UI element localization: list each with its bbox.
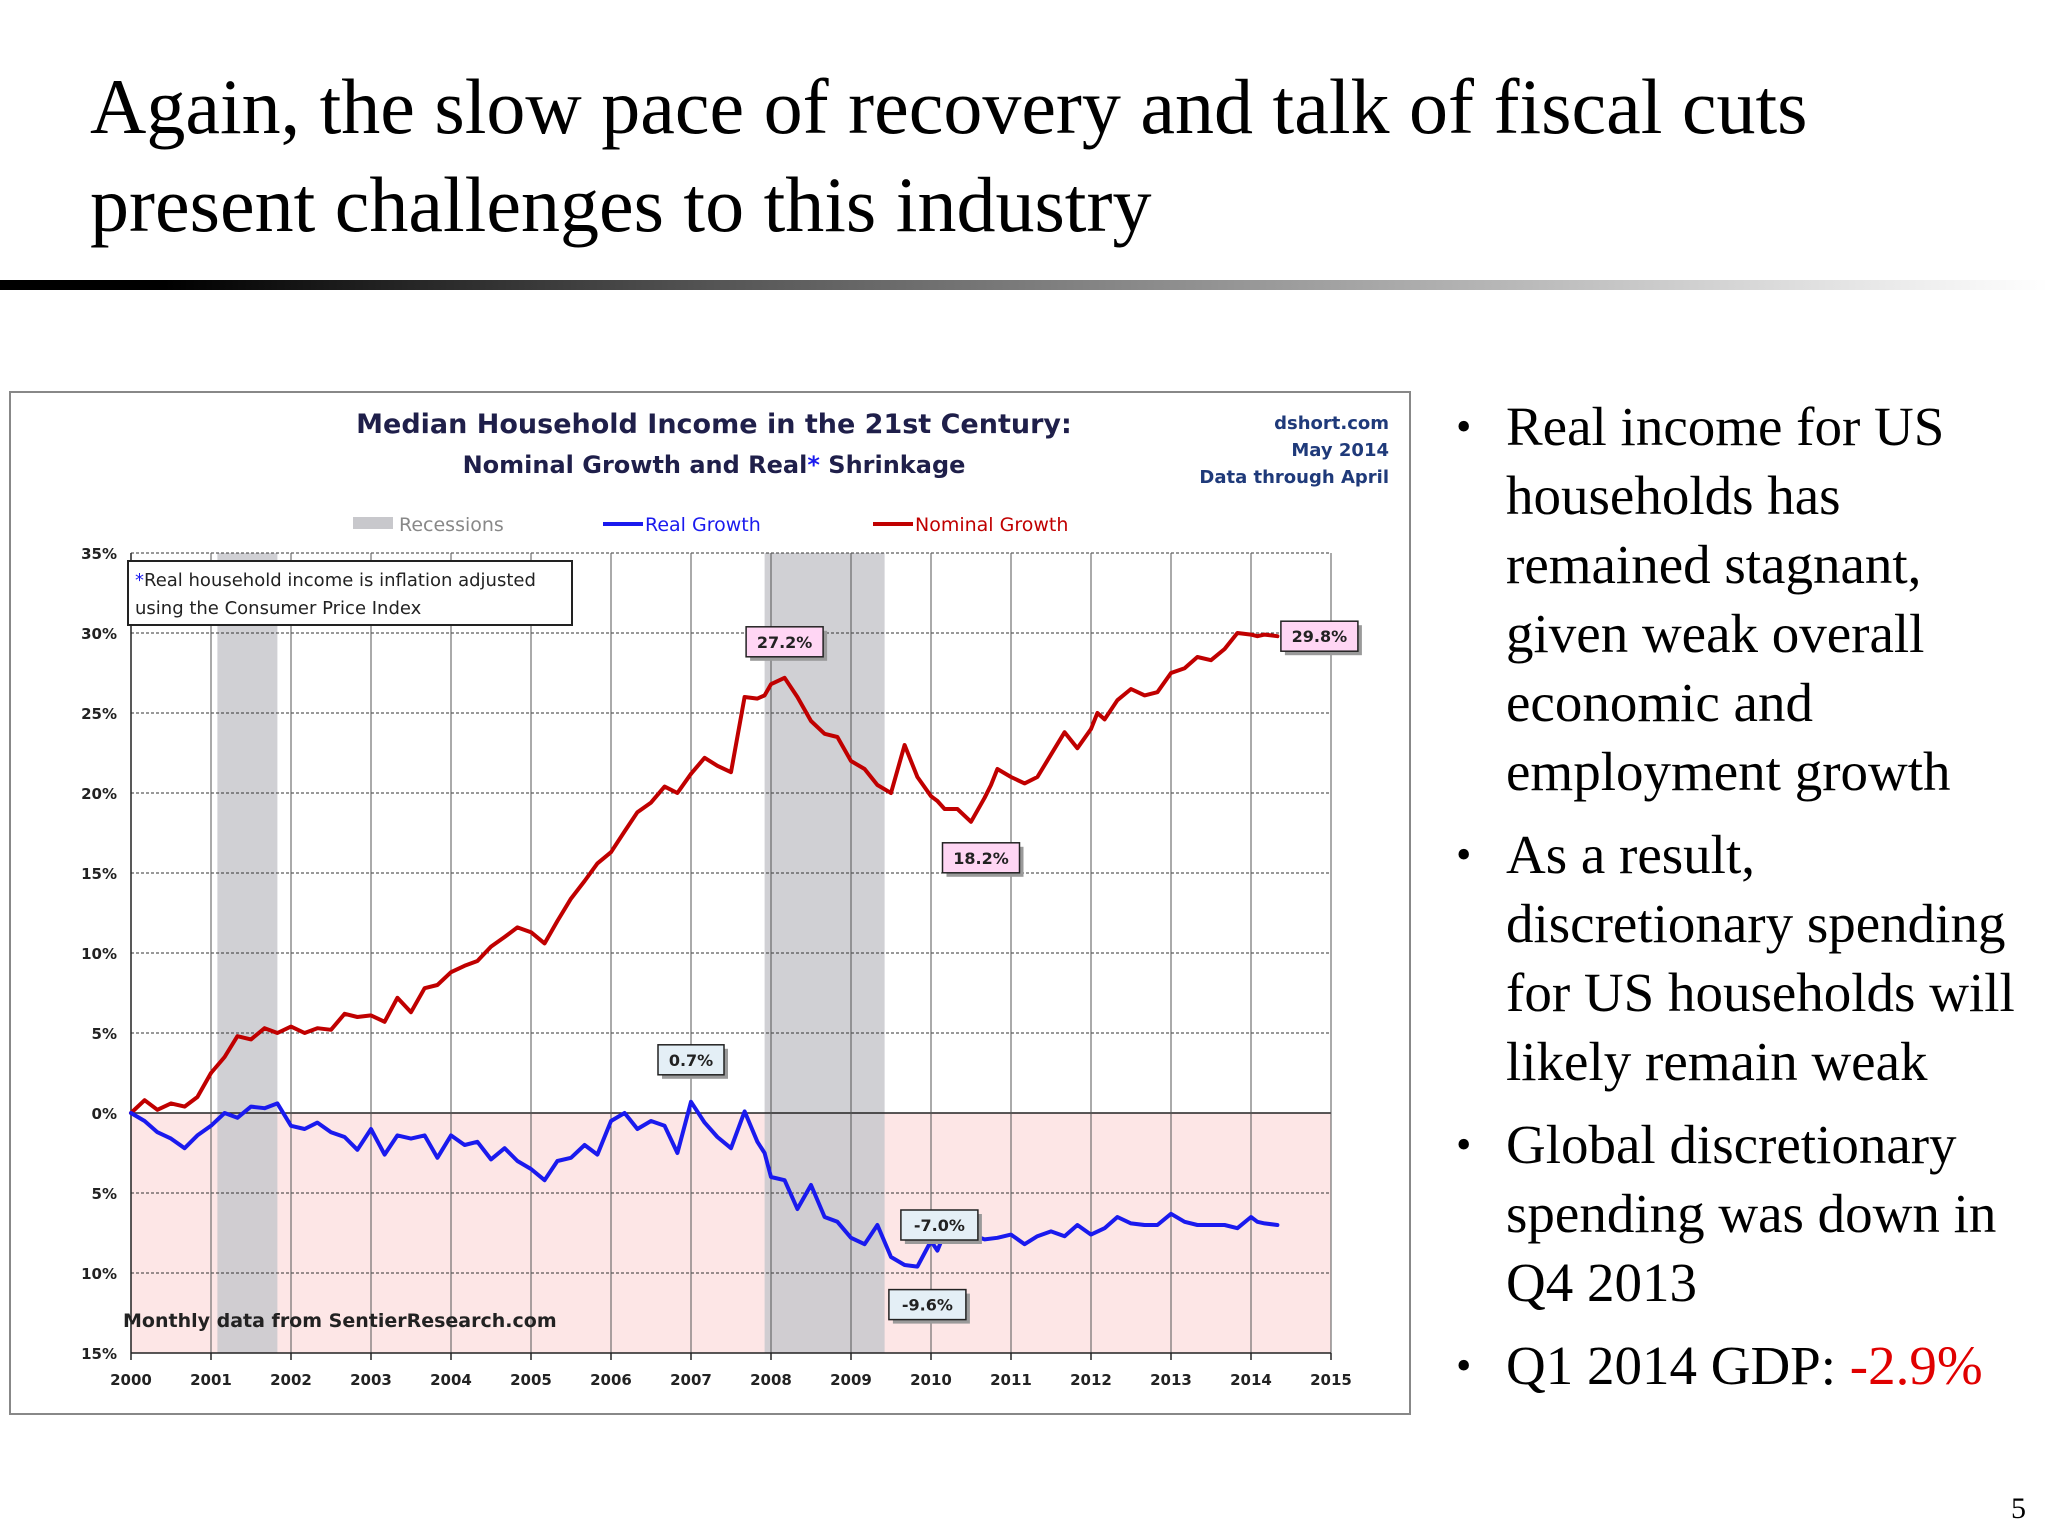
slide-title-line-1: Again, the slow pace of recovery and tal… — [90, 63, 1808, 150]
x-tick-label: 2014 — [1230, 1371, 1272, 1389]
bullet-text: Real income for US households has remain… — [1506, 396, 1951, 802]
inflation-note-line-2: using the Consumer Price Index — [135, 598, 422, 619]
inflation-note-text-1: Real household income is inflation adjus… — [144, 570, 536, 591]
inflation-note: *Real household income is inflation adju… — [127, 560, 573, 626]
source-line-2: May 2014 — [1291, 440, 1389, 461]
legend-recessions-swatch — [353, 517, 393, 529]
bullet-gdp-value: -2.9% — [1849, 1335, 1983, 1396]
chart-subtitle-part-2: Shrinkage — [820, 451, 966, 479]
source-line-3: Data through April — [1199, 467, 1389, 488]
source-line-1: dshort.com — [1274, 413, 1389, 434]
data-label-box — [941, 842, 1021, 874]
x-tick-label: 2002 — [270, 1371, 312, 1389]
legend-nominal-label: Nominal Growth — [915, 514, 1068, 536]
inflation-note-line-1: *Real household income is inflation adju… — [135, 570, 536, 591]
data-label-text: 29.8% — [1292, 627, 1348, 646]
x-tick-label: 2000 — [110, 1371, 152, 1389]
chart-subtitle-part-1: Nominal Growth and Real — [463, 451, 808, 479]
x-tick-label: 2013 — [1150, 1371, 1192, 1389]
x-tick-label: 2005 — [510, 1371, 552, 1389]
y-tick-label: 15% — [81, 1345, 117, 1363]
chart-title: Median Household Income in the 21st Cent… — [356, 409, 1072, 440]
page-number: 5 — [2011, 1492, 2026, 1525]
data-label-box — [745, 626, 824, 658]
chart-subtitle-asterisk: * — [807, 451, 820, 479]
income-chart: 35% 30% 25% 20% 15% 10% 5% 0% 5% 10% 15% 2000 2001 20… — [81, 409, 1389, 1389]
data-label-text: -7.0% — [914, 1216, 965, 1235]
recession-band-2 — [764, 553, 885, 1353]
y-tick-label: 10% — [81, 1265, 117, 1283]
bullet-dot: • — [1456, 1341, 1472, 1390]
title-divider — [0, 280, 2048, 290]
bullet-text: As a result, discretionary spending for … — [1506, 824, 2015, 1092]
x-tick-label: 2009 — [830, 1371, 872, 1389]
x-tick-label: 2008 — [750, 1371, 792, 1389]
bullet-real-income: • Real income for US households has remai… — [1448, 392, 2038, 806]
data-label-text: -9.6% — [902, 1296, 953, 1315]
y-tick-label: 5% — [92, 1185, 117, 1203]
bullet-text: Global discretionary spending was down i… — [1506, 1114, 1997, 1313]
chart-frame: 35% 30% 25% 20% 15% 10% 5% 0% 5% 10% 15% 2000 2001 20… — [9, 391, 1411, 1415]
data-label-text: 0.7% — [669, 1051, 713, 1070]
inflation-note-asterisk: * — [135, 570, 144, 591]
x-tick-label: 2015 — [1310, 1371, 1352, 1389]
data-label-box — [900, 1209, 979, 1241]
data-label-box — [1280, 620, 1359, 652]
x-tick-label: 2003 — [350, 1371, 392, 1389]
data-label-nominal: 18.2% — [941, 842, 1024, 877]
bullet-dot: • — [1456, 402, 1472, 451]
real-growth-line — [129, 1099, 1280, 1269]
x-tick-label: 2010 — [910, 1371, 952, 1389]
bullet-gdp-label: Q1 2014 GDP: — [1506, 1335, 1850, 1396]
x-tick-label: 2004 — [430, 1371, 472, 1389]
x-tick-label: 2001 — [190, 1371, 232, 1389]
negative-zone — [131, 1113, 1331, 1353]
y-tick-label: 35% — [81, 545, 117, 563]
chart-subtitle: Nominal Growth and Real* Shrinkage — [463, 451, 966, 479]
bullet-list: • Real income for US households has remai… — [1448, 392, 2038, 1414]
bullet-dot: • — [1456, 1120, 1472, 1169]
data-label-real: -7.0% — [900, 1209, 982, 1244]
bullet-global-spending: • Global discretionary spending was down … — [1448, 1110, 2038, 1317]
bullet-gdp: • Q1 2014 GDP: -2.9% — [1448, 1331, 2038, 1400]
data-label-nominal: 27.2% — [745, 626, 828, 661]
y-tick-label: 30% — [81, 625, 117, 643]
y-tick-label: 5% — [92, 1025, 117, 1043]
legend-real-label: Real Growth — [645, 514, 761, 536]
y-tick-label: 10% — [81, 945, 117, 963]
chart-footer-source: Monthly data from SentierResearch.com — [123, 1310, 557, 1332]
y-tick-label: 20% — [81, 785, 117, 803]
data-label-box — [657, 1044, 725, 1076]
y-tick-label: 15% — [81, 865, 117, 883]
data-label-box — [888, 1288, 967, 1321]
x-tick-label: 2011 — [990, 1371, 1032, 1389]
y-tick-label: 25% — [81, 705, 117, 723]
data-label-real: 0.7% — [657, 1044, 728, 1079]
bullet-dot: • — [1456, 830, 1472, 879]
slide-title: Again, the slow pace of recovery and tal… — [90, 58, 1990, 254]
x-tick-label: 2006 — [590, 1371, 632, 1389]
legend-recessions-label: Recessions — [399, 514, 504, 536]
data-label-nominal: 29.8% — [1280, 620, 1362, 656]
data-label-real: -9.6% — [888, 1288, 970, 1324]
x-tick-label: 2007 — [670, 1371, 712, 1389]
data-label-text: 27.2% — [757, 633, 813, 652]
y-tick-label: 0% — [92, 1105, 117, 1123]
nominal-growth-line — [129, 631, 1280, 1115]
data-label-text: 18.2% — [953, 849, 1009, 868]
x-tick-label: 2012 — [1070, 1371, 1112, 1389]
bullet-discretionary-spending: • As a result, discretionary spending for… — [1448, 820, 2038, 1096]
slide-title-line-2: present challenges to this industry — [90, 161, 1152, 248]
